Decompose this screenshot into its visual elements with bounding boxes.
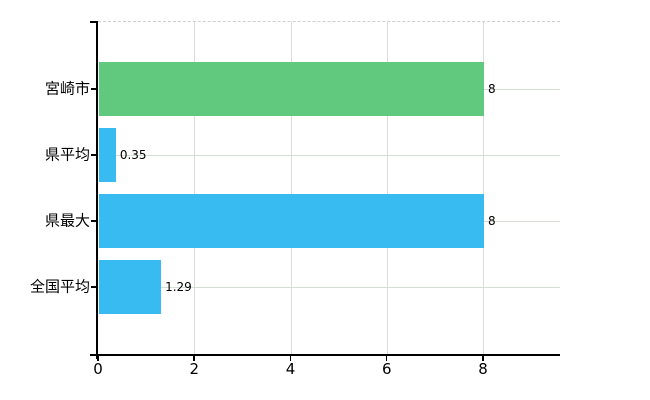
bar-全国平均 <box>99 260 162 314</box>
x-axis-tick-label: 8 <box>478 360 488 378</box>
bar-県最大 <box>99 194 484 248</box>
vertical-gridline <box>290 22 292 354</box>
category-label: 宮崎市 <box>44 79 90 98</box>
x-axis-tick-label: 2 <box>189 360 200 378</box>
vertical-gridline <box>386 22 388 354</box>
vertical-gridline <box>483 22 484 354</box>
x-axis-tick-label: 4 <box>285 360 296 378</box>
x-axis-tick <box>289 356 291 361</box>
x-axis-line <box>90 354 560 356</box>
x-axis-tick <box>97 356 99 361</box>
bar-県平均 <box>99 128 116 182</box>
y-axis-top-tick <box>90 21 98 23</box>
bar-value-label: 0.35 <box>119 148 147 162</box>
bar-value-label: 1.29 <box>165 280 192 294</box>
x-axis-tick-label: 6 <box>381 360 392 378</box>
horizontal-gridline <box>98 155 560 156</box>
vertical-gridline <box>194 22 196 354</box>
y-axis-tick <box>91 220 98 222</box>
y-axis-tick <box>91 88 98 90</box>
category-label: 県最大 <box>44 211 90 230</box>
bar-value-label: 8 <box>488 82 496 96</box>
y-axis-tick <box>91 286 98 288</box>
x-axis-tick <box>385 356 388 361</box>
x-axis-tick <box>482 356 484 361</box>
x-axis-tick-label: 0 <box>93 360 103 378</box>
y-axis-tick <box>91 154 98 156</box>
category-label: 全国平均 <box>29 277 90 296</box>
horizontal-gridline <box>98 287 560 288</box>
category-label: 県平均 <box>44 145 90 164</box>
bar-宮崎市 <box>99 62 484 116</box>
x-axis-tick <box>193 356 195 361</box>
y-axis-line <box>96 22 98 359</box>
bar-value-label: 8 <box>488 214 496 228</box>
plot-top-border <box>98 21 560 22</box>
